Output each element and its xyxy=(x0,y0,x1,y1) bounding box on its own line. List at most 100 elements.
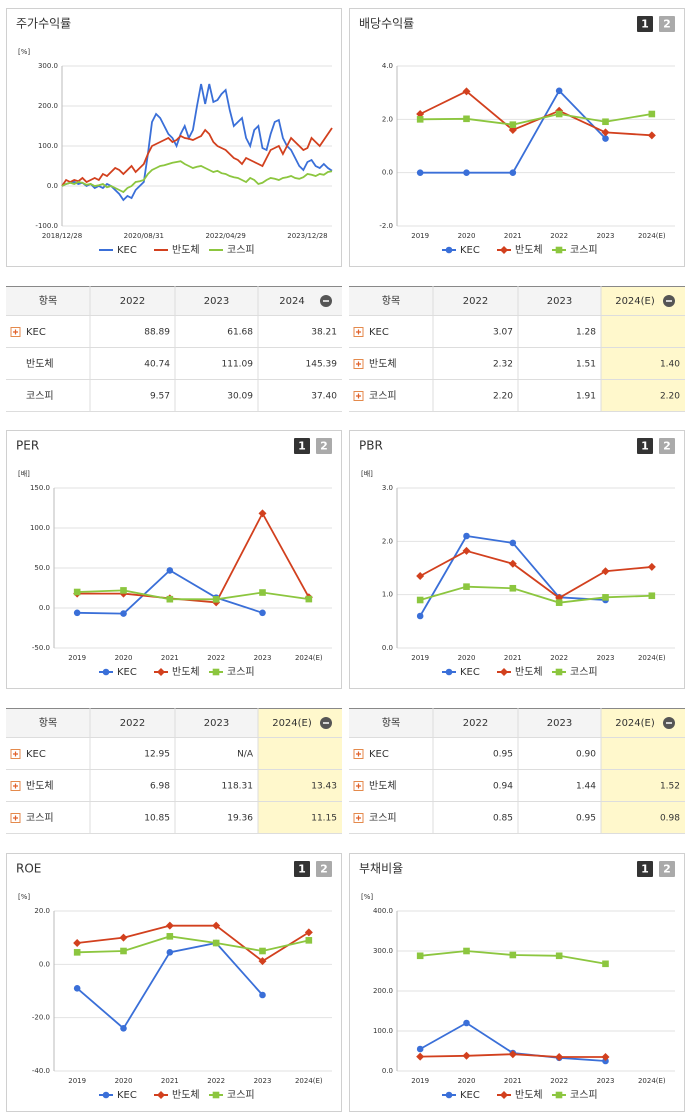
cell-value: 1.91 xyxy=(576,392,596,402)
marker xyxy=(463,115,470,123)
cell-value: 111.09 xyxy=(222,360,254,370)
y-tick-label: 4.0 xyxy=(382,62,393,70)
x-tick-label: 2021 xyxy=(504,1077,522,1085)
y-tick-label: 100.0 xyxy=(373,1027,393,1035)
page-button[interactable] xyxy=(659,16,675,32)
header-cell: 2023 xyxy=(204,718,229,729)
x-tick-label: 2024(E) xyxy=(638,232,666,240)
legend-label: KEC xyxy=(117,667,137,678)
header-cell: 2024 xyxy=(279,296,304,307)
cell-value: N/A xyxy=(237,750,254,760)
legend-label: 반도체 xyxy=(515,244,543,256)
marker xyxy=(416,952,424,960)
x-tick-label: 2022 xyxy=(207,654,225,662)
x-tick-label: 2018/12/28 xyxy=(42,232,82,240)
marker xyxy=(166,933,174,940)
expand-icon-plus[interactable] xyxy=(13,815,18,821)
page-button[interactable] xyxy=(659,438,675,454)
marker xyxy=(120,1025,127,1032)
x-tick-label: 2020 xyxy=(458,232,476,240)
highlight-column xyxy=(601,286,685,412)
page-button-label[interactable]: 1 xyxy=(298,440,306,453)
expand-icon-plus[interactable] xyxy=(356,783,361,789)
expand-icon-plus[interactable] xyxy=(356,751,361,757)
cell-value: 10.85 xyxy=(144,814,170,824)
marker xyxy=(73,985,81,992)
expand-icon-plus[interactable] xyxy=(356,393,361,399)
page-button-label[interactable]: 1 xyxy=(641,440,649,453)
x-tick-label: 2019 xyxy=(411,232,429,240)
marker xyxy=(555,952,563,960)
marker xyxy=(119,933,128,942)
x-tick-label: 2021 xyxy=(504,232,522,240)
page-button-label[interactable]: 2 xyxy=(663,18,671,31)
legend-label: 반도체 xyxy=(172,244,200,256)
expand-icon-plus[interactable] xyxy=(356,361,361,367)
marker xyxy=(416,572,425,580)
page-button[interactable] xyxy=(659,861,675,877)
marker xyxy=(120,610,127,617)
row-label: KEC xyxy=(26,327,46,338)
series-line xyxy=(419,585,652,604)
page-button[interactable] xyxy=(294,438,310,454)
marker xyxy=(165,921,174,930)
marker xyxy=(462,1051,471,1060)
legend-label: KEC xyxy=(117,245,137,256)
header-cell: 2024(E) xyxy=(615,718,655,729)
cell-value: 11.15 xyxy=(311,814,337,824)
marker xyxy=(166,567,174,574)
x-tick-label: 2024(E) xyxy=(638,654,666,662)
marker xyxy=(305,937,313,944)
header-cell: 2022 xyxy=(120,296,145,307)
page-button[interactable] xyxy=(294,861,310,877)
marker xyxy=(416,116,424,123)
page-button[interactable] xyxy=(637,438,653,454)
cell-value: 61.68 xyxy=(227,328,253,338)
page-button[interactable] xyxy=(637,16,653,32)
y-tick-label: -20.0 xyxy=(32,1014,50,1022)
panel-border xyxy=(349,853,685,1112)
page-button-label[interactable]: 1 xyxy=(298,863,306,876)
marker xyxy=(445,246,453,254)
page-button-label[interactable]: 2 xyxy=(663,440,671,453)
unit-label: [배] xyxy=(18,469,30,478)
chart-title: PER xyxy=(16,439,39,453)
expand-icon-plus[interactable] xyxy=(356,815,361,821)
marker xyxy=(555,593,564,602)
page-button-label[interactable]: 2 xyxy=(663,863,671,876)
expand-icon-plus[interactable] xyxy=(13,783,18,789)
marker xyxy=(416,110,425,118)
page-button-label[interactable]: 2 xyxy=(320,863,328,876)
y-tick-label: 300.0 xyxy=(373,947,393,955)
marker xyxy=(463,1019,470,1027)
page-button[interactable] xyxy=(637,861,653,877)
cell-value: 40.74 xyxy=(144,360,170,370)
unit-label: [%] xyxy=(361,893,373,901)
marker xyxy=(647,131,656,140)
page-button[interactable] xyxy=(316,861,332,877)
marker xyxy=(509,951,517,959)
y-tick-label: 50.0 xyxy=(34,564,50,572)
y-tick-label: 1.0 xyxy=(382,591,393,599)
page-button-label[interactable]: 2 xyxy=(320,440,328,453)
row-label: 반도체 xyxy=(369,358,397,370)
x-tick-label: 2019 xyxy=(411,1077,429,1085)
marker xyxy=(212,939,220,947)
expand-icon-plus[interactable] xyxy=(13,751,18,757)
marker xyxy=(463,532,470,540)
expand-icon-plus[interactable] xyxy=(13,329,18,335)
legend-label: 반도체 xyxy=(172,1089,200,1101)
marker xyxy=(555,110,563,118)
expand-icon-plus[interactable] xyxy=(356,329,361,335)
page-button-label[interactable]: 1 xyxy=(641,18,649,31)
row-label: 코스피 xyxy=(369,390,397,402)
y-tick-label: -40.0 xyxy=(32,1067,50,1075)
row-label: 반도체 xyxy=(369,780,397,792)
marker xyxy=(416,169,424,176)
page-button[interactable] xyxy=(316,438,332,454)
marker xyxy=(102,668,110,676)
marker xyxy=(601,1053,610,1061)
page-button-label[interactable]: 1 xyxy=(641,863,649,876)
header-cell: 항목 xyxy=(382,717,400,729)
header-cell: 항목 xyxy=(39,717,57,729)
